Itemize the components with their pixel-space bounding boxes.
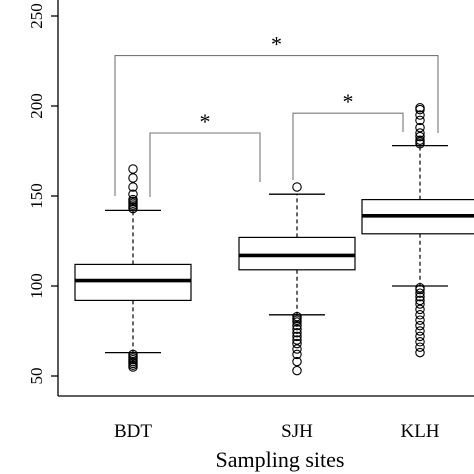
outlier-point: [415, 122, 425, 133]
outlier-point: [292, 311, 302, 322]
outlier-point: [415, 304, 425, 315]
boxes: [74, 103, 474, 376]
significance-bracket: [149, 132, 261, 197]
outlier-point: [292, 335, 302, 345]
box-group: [238, 182, 356, 376]
box-group: [74, 164, 192, 372]
outlier-point: [128, 349, 138, 360]
outlier-point: [292, 356, 302, 367]
outlier-point: [292, 324, 302, 334]
outlier-point: [415, 342, 425, 352]
outlier-point: [415, 110, 425, 120]
outlier-point: [292, 365, 302, 376]
outlier-point: [415, 292, 425, 302]
x-axis-label: Sampling sites: [216, 447, 345, 472]
outlier-point: [415, 115, 425, 126]
outlier-point: [128, 182, 138, 192]
outlier-point: [415, 103, 425, 113]
significance-label: *: [343, 89, 354, 114]
outlier-point: [292, 344, 302, 354]
outlier-point: [415, 347, 425, 358]
outlier-point: [415, 337, 425, 347]
outlier-point: [415, 295, 425, 306]
outlier-point: [292, 182, 302, 192]
outlier-point: [128, 164, 138, 174]
outlier-point: [128, 194, 138, 205]
outlier-point: [292, 338, 302, 349]
y-axis-ticks: 50 100 150 200 250: [27, 3, 58, 385]
significance-brackets: * * *: [114, 32, 439, 197]
significance-bracket: [292, 112, 404, 180]
outlier-point: [415, 331, 425, 342]
outlier-point: [128, 173, 138, 183]
outlier-point: [128, 189, 138, 199]
y-tick-label: 250: [27, 3, 46, 29]
outlier-point: [415, 131, 425, 142]
outlier-point: [415, 320, 425, 331]
x-tick-label: KLH: [400, 421, 439, 442]
outlier-point: [292, 349, 302, 360]
y-tick-label: 200: [27, 93, 46, 119]
x-tick-label: BDT: [114, 421, 152, 442]
x-axis-ticks: BDT SJH KLH: [114, 421, 440, 442]
significance-bracket: [114, 55, 439, 196]
outlier-point: [415, 288, 425, 298]
outlier-point: [292, 331, 302, 342]
outlier-point: [415, 283, 425, 293]
outlier-point: [292, 320, 302, 331]
box-group: [361, 103, 474, 358]
y-tick-label: 150: [27, 183, 46, 209]
outlier-point: [415, 135, 425, 145]
y-tick-label: 50: [27, 368, 46, 385]
x-tick-label: SJH: [281, 421, 313, 442]
significance-label: *: [271, 32, 282, 57]
outlier-point: [415, 315, 425, 325]
outlier-point: [415, 299, 425, 309]
outlier-point: [292, 328, 302, 338]
outlier-point: [415, 326, 425, 336]
outlier-point: [415, 310, 425, 320]
significance-label: *: [200, 109, 211, 134]
y-tick-label: 100: [27, 273, 46, 299]
outlier-point: [415, 128, 425, 138]
